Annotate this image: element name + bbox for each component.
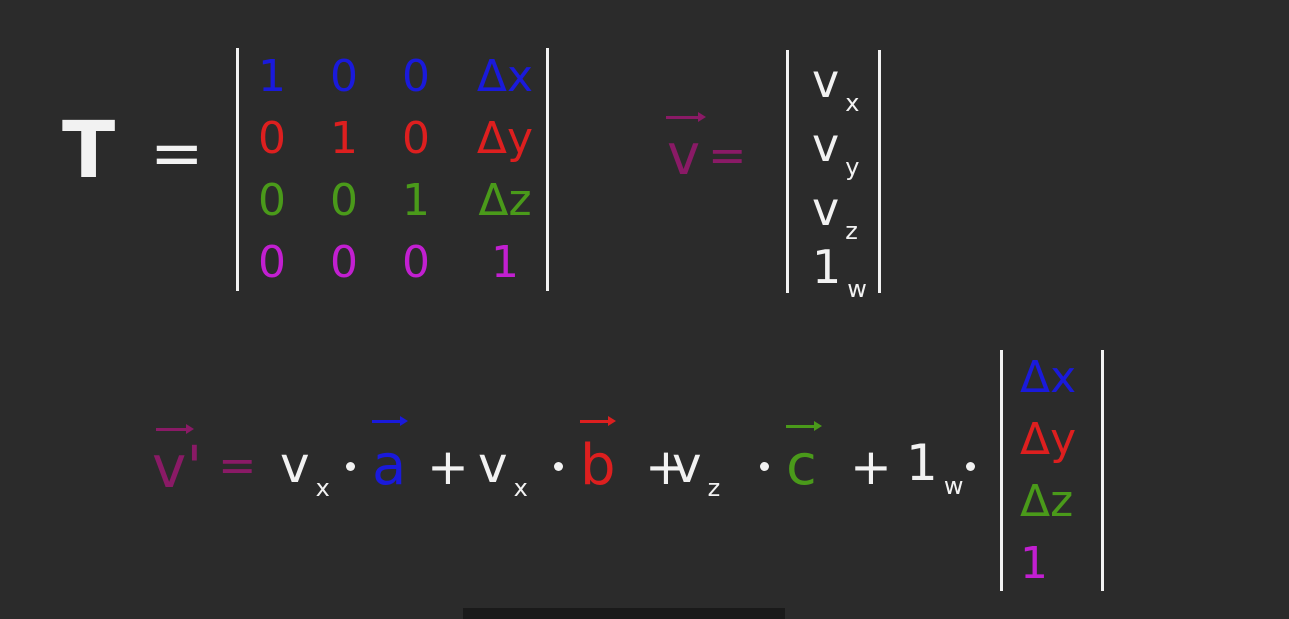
matrix-cell: 0 (330, 51, 358, 102)
matrix-cell: 0 (258, 113, 286, 164)
term-vector: a (372, 433, 407, 498)
matrix-cell: Δy (476, 113, 534, 164)
matrix-left-bar (236, 48, 239, 291)
matrix-cell: 0 (258, 175, 286, 226)
column-cell: Δx (1020, 352, 1077, 403)
column-left-bar (1000, 350, 1003, 591)
term-coef-main: v (478, 436, 508, 494)
column-cell: 1 (1020, 538, 1048, 589)
vector-right-bar (878, 50, 881, 293)
plus-sign: + (645, 438, 687, 496)
multiply-dot (554, 462, 563, 471)
equation-equals: = (218, 438, 257, 492)
matrix-cell: 1 (258, 51, 286, 102)
vector-row-main: v (812, 118, 840, 172)
multiply-dot (760, 462, 769, 471)
last-coef-main: 1 (906, 434, 938, 492)
vector-v-arrow (666, 112, 706, 122)
matrix-cell: 0 (258, 237, 286, 288)
matrix-cell: 0 (330, 175, 358, 226)
term-vector: c (786, 433, 817, 498)
matrix-t-equals: = (150, 117, 204, 191)
term-vector-arrow (786, 421, 822, 431)
matrix-cell: 0 (402, 51, 430, 102)
multiply-dot (346, 462, 355, 471)
matrix-right-bar (546, 48, 549, 291)
term-coef-sub: x (315, 474, 330, 502)
vector-row-sub: y (845, 153, 860, 181)
vector-row-sub: x (845, 89, 860, 117)
bottom-scroll-strip (463, 608, 785, 619)
vector-row-main: v (812, 182, 840, 236)
matrix-cell: 0 (330, 237, 358, 288)
matrix-cell: 1 (402, 175, 430, 226)
column-cell: Δz (1020, 476, 1074, 527)
vector-row-main: 1 (812, 240, 842, 294)
vector-v-equals: = (708, 128, 747, 182)
last-coef-sub: w (943, 472, 964, 500)
matrix-cell: Δz (478, 175, 532, 226)
column-cell: Δy (1020, 414, 1077, 465)
equation-lhs-arrow (156, 424, 194, 434)
matrix-cell: Δx (476, 51, 534, 102)
vector-row-sub: w (847, 275, 867, 303)
vector-row-sub: z (845, 217, 858, 245)
vector-v-label: v (667, 123, 701, 188)
plus-sign: + (850, 438, 892, 496)
term-coef-sub: z (707, 474, 721, 502)
vector-row-main: v (812, 54, 840, 108)
term-coef-main: v (280, 436, 310, 494)
vector-left-bar (786, 50, 789, 293)
column-right-bar (1101, 350, 1104, 591)
matrix-cell: 1 (491, 237, 519, 288)
term-vector-arrow (580, 416, 616, 426)
term-coef-sub: x (513, 474, 528, 502)
matrix-cell: 0 (402, 237, 430, 288)
matrix-cell: 0 (402, 113, 430, 164)
matrix-cell: 1 (330, 113, 358, 164)
matrix-t-label: T (62, 106, 116, 196)
term-vector: b (580, 433, 616, 498)
term-coef-main: v (672, 436, 702, 494)
equation-lhs: v' (152, 433, 203, 501)
plus-sign: + (427, 438, 469, 496)
term-vector-arrow (372, 416, 408, 426)
multiply-dot (966, 462, 975, 471)
